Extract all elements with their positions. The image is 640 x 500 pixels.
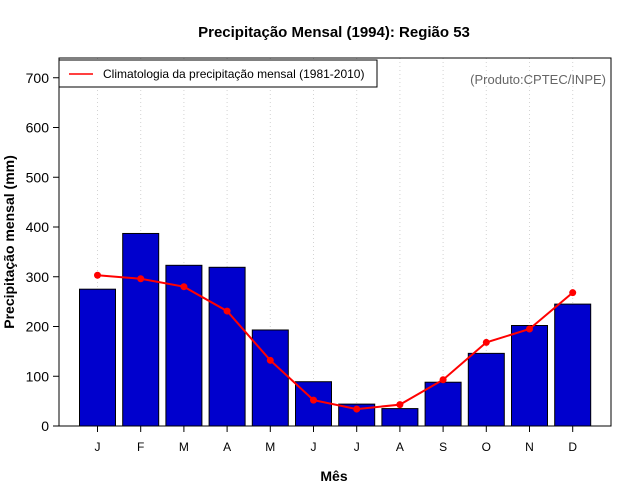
bar	[208, 266, 246, 427]
bar-series	[79, 232, 592, 427]
climatology-point	[396, 401, 404, 409]
climatology-point	[526, 325, 533, 333]
y-tick-label: 200	[26, 319, 50, 335]
x-tick-label: J	[354, 440, 360, 454]
climatology-point	[137, 275, 145, 283]
climatology-point	[482, 338, 490, 346]
bar	[79, 288, 116, 427]
x-tick-label: J	[95, 440, 101, 454]
y-tick-label: 0	[41, 418, 49, 434]
bar	[554, 303, 592, 427]
y-tick-label: 300	[26, 269, 50, 285]
bar	[251, 329, 289, 427]
climatology-point	[439, 376, 447, 384]
bar	[122, 232, 160, 427]
y-tick-label: 100	[26, 368, 50, 384]
y-tick-label: 400	[26, 219, 50, 235]
climatology-point	[310, 396, 317, 404]
bar	[424, 381, 462, 427]
climatology-series	[94, 271, 577, 413]
x-tick-label: J	[311, 440, 317, 454]
credit-text: (Produto:CPTEC/INPE)	[470, 72, 606, 87]
legend-entry: Climatologia da precipitação mensal (198…	[103, 67, 364, 81]
climatology-point	[223, 307, 231, 315]
x-tick-label: F	[137, 440, 144, 454]
x-tick-label: M	[265, 440, 275, 454]
climatology-point	[266, 356, 274, 364]
y-tick-label: 600	[26, 120, 50, 136]
chart-title: Precipitação Mensal (1994): Região 53	[198, 24, 470, 41]
bar	[511, 325, 548, 427]
y-axis-label: Precipitação mensal (mm)	[1, 155, 17, 329]
x-tick-label: A	[396, 440, 404, 454]
legend-box	[58, 59, 378, 88]
climatology-point	[353, 405, 361, 413]
x-tick-label: M	[179, 440, 189, 454]
x-tick-label: D	[568, 440, 577, 454]
x-tick-label: O	[482, 440, 491, 454]
y-tick-label: 500	[26, 169, 50, 185]
climatology-point	[569, 289, 577, 297]
bar	[165, 264, 203, 427]
x-tick-label: S	[439, 440, 447, 454]
bar	[381, 408, 419, 427]
x-axis-label: Mês	[320, 468, 347, 484]
x-tick-label: N	[525, 440, 534, 454]
legend: Climatologia da precipitação mensal (198…	[58, 59, 378, 88]
climatology-point	[94, 271, 101, 279]
plot-frame	[58, 57, 612, 427]
y-axis: 0 100 200 300 400 500 600 700	[26, 70, 59, 434]
climatology-line	[97, 274, 574, 411]
climatology-point	[180, 283, 188, 291]
bar	[467, 352, 505, 427]
x-tick-label: A	[223, 440, 231, 454]
y-tick-label: 700	[26, 70, 50, 86]
